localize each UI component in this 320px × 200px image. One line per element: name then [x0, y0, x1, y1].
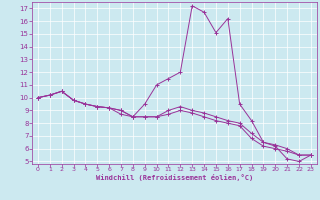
X-axis label: Windchill (Refroidissement éolien,°C): Windchill (Refroidissement éolien,°C) [96, 174, 253, 181]
